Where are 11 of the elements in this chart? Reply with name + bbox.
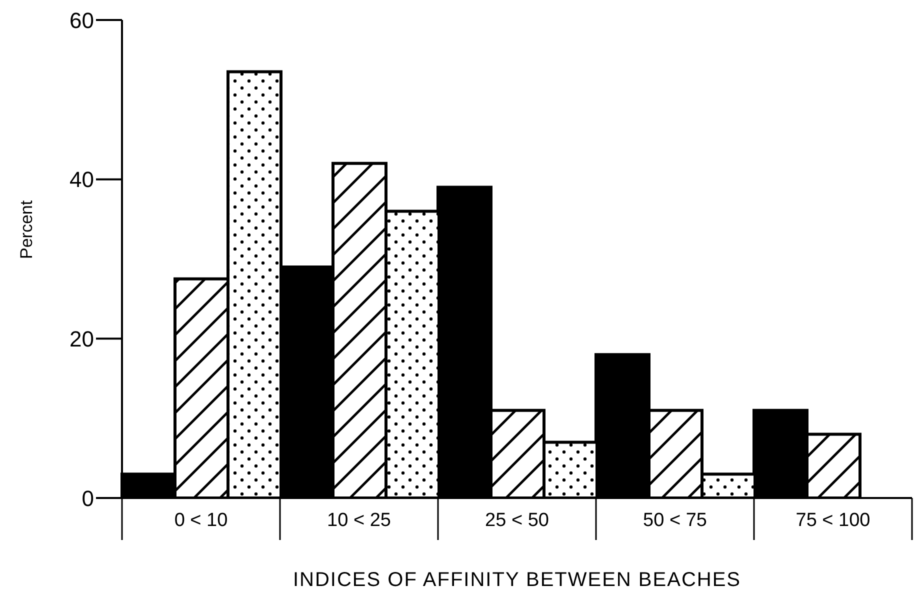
x-tick-label: 75 < 100 [796, 510, 870, 531]
x-tick-label: 10 < 25 [327, 510, 391, 531]
y-tick-label: 60 [70, 8, 94, 33]
x-tick-label: 25 < 50 [485, 510, 549, 531]
y-tick-label: 40 [70, 167, 94, 192]
y-tick-label: 0 [82, 486, 94, 511]
y-axis-title: Percent [17, 200, 36, 259]
x-tick-label: 50 < 75 [643, 510, 707, 531]
y-tick-label: 20 [70, 326, 94, 352]
x-axis-title: INDICES OF AFFINITY BETWEEN BEACHES [292, 569, 742, 591]
x-tick-label: 0 < 10 [174, 510, 228, 531]
